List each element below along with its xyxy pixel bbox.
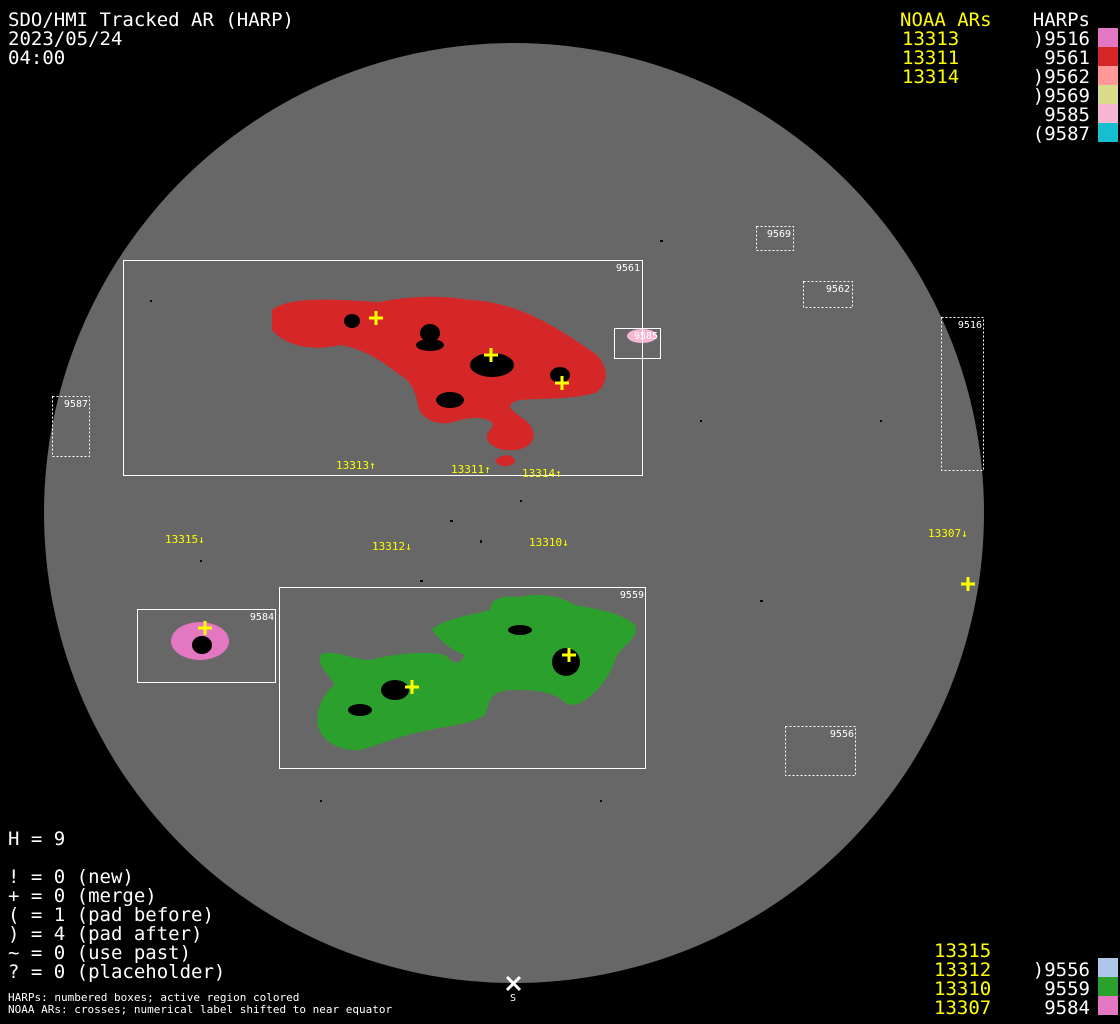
- noaa-label: 13307↓: [928, 527, 968, 540]
- harp-color-swatch: [1098, 977, 1118, 996]
- noaa-cross: [562, 648, 576, 662]
- stat-line: ! = 0 (new): [8, 866, 134, 888]
- stat-line: ) = 4 (pad after): [8, 923, 203, 945]
- harp-box-9585: [614, 328, 661, 359]
- solar-disk: [44, 43, 984, 983]
- sunspot: [192, 636, 212, 654]
- noaa-label: 13315↓: [165, 533, 205, 546]
- noaa-label: 13311↑: [451, 463, 491, 476]
- harp-color-swatch: [1098, 123, 1118, 142]
- harp-box-label: 9516: [958, 320, 982, 331]
- harp-box-9561: [123, 260, 643, 476]
- noaa-label: 13314↑: [522, 467, 562, 480]
- stat-line: ~ = 0 (use past): [8, 942, 192, 964]
- noaa-label: 13313↑: [336, 459, 376, 472]
- harp-box-9562: [803, 281, 853, 308]
- harp-box-9516: [941, 317, 984, 471]
- harp-header: HARPs: [1032, 9, 1090, 31]
- noaa-crosses: [198, 311, 975, 694]
- harp-color-swatch: [1098, 996, 1118, 1015]
- footnote: HARPs: numbered boxes; active region col…: [8, 991, 300, 1004]
- harp-box-9587: [52, 396, 90, 457]
- noaa-item: 13314: [902, 66, 960, 88]
- harp-box-label: 9556: [830, 729, 854, 740]
- harp-box-9559: [279, 587, 646, 769]
- harp-box-label: 9562: [826, 284, 850, 295]
- harp-item: )9562: [1032, 66, 1090, 88]
- noaa-item: 13310: [934, 978, 992, 1000]
- harp-color-swatch: [1098, 85, 1118, 104]
- harp-item: )9569: [1032, 85, 1090, 107]
- harp-item: )9516: [1032, 28, 1090, 50]
- sunspot-specks: [150, 240, 882, 802]
- noaa-item: 13313: [902, 28, 960, 50]
- harp-color-swatch: [1098, 104, 1118, 123]
- noaa-cross: [961, 577, 975, 591]
- active-region-9559: [317, 594, 636, 751]
- noaa-item: 13311: [902, 47, 960, 69]
- harp-item: 9584: [1044, 997, 1090, 1019]
- noaa-cross: [198, 621, 212, 635]
- harp-box-label: 9585: [634, 331, 658, 342]
- harp-color-swatch: [1098, 47, 1118, 66]
- south-label: S: [510, 993, 516, 1004]
- sunspot-cluster: [344, 314, 570, 408]
- stat-line: ? = 0 (placeholder): [8, 961, 226, 983]
- noaa-cross: [369, 311, 383, 325]
- noaa-cross: [555, 376, 569, 390]
- harp-item: (9587: [1032, 123, 1090, 145]
- harp-box-label: 9559: [620, 590, 644, 601]
- time: 04:00: [8, 47, 66, 69]
- harp-box-9584: [137, 609, 276, 683]
- date: 2023/05/24: [8, 28, 123, 50]
- noaa-item: 13312: [934, 959, 992, 981]
- harp-count: H = 9: [8, 828, 66, 850]
- harp-item: 9559: [1044, 978, 1090, 1000]
- harp-item: )9556: [1032, 959, 1090, 981]
- harp-item: 9561: [1044, 47, 1090, 69]
- harp-item: 9585: [1044, 104, 1090, 126]
- harp-box-9569: [756, 226, 794, 251]
- harp-box-label: 9561: [616, 263, 640, 274]
- harp-color-swatch: [1098, 958, 1118, 977]
- noaa-cross: [405, 680, 419, 694]
- noaa-header: NOAA ARs: [900, 9, 992, 31]
- active-region-9561: [272, 296, 606, 467]
- noaa-label: 13310↓: [529, 536, 569, 549]
- noaa-cross: [484, 348, 498, 362]
- noaa-label: 13312↓: [372, 540, 412, 553]
- stat-line: ( = 1 (pad before): [8, 904, 214, 926]
- stat-line: + = 0 (merge): [8, 885, 157, 907]
- noaa-item: 13315: [934, 940, 992, 962]
- harp-box-label: 9569: [767, 229, 791, 240]
- page-title: SDO/HMI Tracked AR (HARP): [8, 9, 294, 31]
- harp-color-swatch: [1098, 66, 1118, 85]
- harp-color-swatch: [1098, 28, 1118, 47]
- footnote: NOAA ARs: crosses; numerical label shift…: [8, 1003, 393, 1016]
- harp-box-label: 9584: [250, 612, 274, 623]
- harp-box-9556: [785, 726, 856, 776]
- harp-box-label: 9587: [64, 399, 88, 410]
- south-pole-marker-icon: [505, 975, 522, 992]
- noaa-item: 13307: [934, 997, 992, 1019]
